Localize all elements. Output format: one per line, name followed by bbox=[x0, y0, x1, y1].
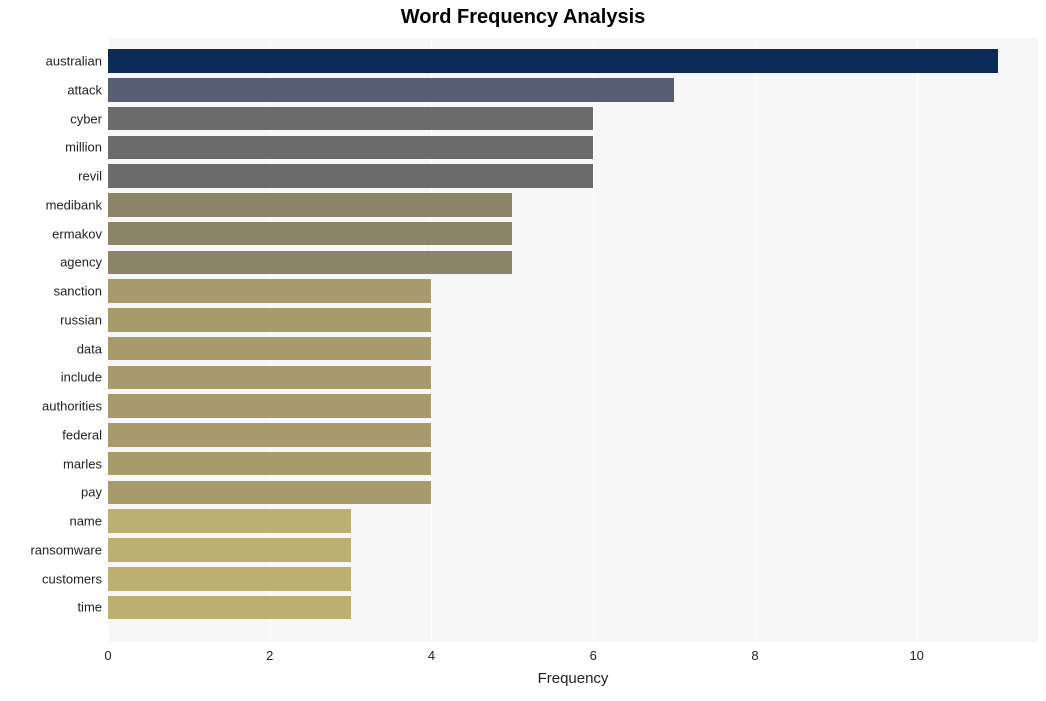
y-tick-label: ransomware bbox=[30, 542, 102, 557]
y-tick-label: data bbox=[77, 341, 102, 356]
bar bbox=[108, 481, 431, 505]
x-tick-label: 6 bbox=[590, 648, 597, 663]
bar bbox=[108, 394, 431, 418]
bar bbox=[108, 49, 998, 73]
y-tick-label: name bbox=[69, 514, 102, 529]
chart-container: Word Frequency Analysis Frequency 0 2 4 6 8 1… bbox=[0, 0, 1046, 701]
bar bbox=[108, 596, 351, 620]
y-tick-label: customers bbox=[42, 571, 102, 586]
y-tick-label: million bbox=[65, 140, 102, 155]
bar bbox=[108, 164, 593, 188]
y-tick-label: time bbox=[77, 600, 102, 615]
grid-line bbox=[593, 38, 594, 642]
y-tick-label: authorities bbox=[42, 399, 102, 414]
y-tick-label: include bbox=[61, 370, 102, 385]
y-tick-label: revil bbox=[78, 169, 102, 184]
bar bbox=[108, 423, 431, 447]
bar bbox=[108, 222, 512, 246]
y-tick-label: australian bbox=[46, 54, 102, 69]
bar bbox=[108, 136, 593, 160]
bar bbox=[108, 193, 512, 217]
x-tick-label: 4 bbox=[428, 648, 435, 663]
bar bbox=[108, 107, 593, 131]
bar bbox=[108, 538, 351, 562]
y-tick-label: agency bbox=[60, 255, 102, 270]
bar bbox=[108, 452, 431, 476]
bar bbox=[108, 251, 512, 275]
y-tick-label: medibank bbox=[46, 197, 102, 212]
bar bbox=[108, 509, 351, 533]
x-tick-label: 0 bbox=[104, 648, 111, 663]
y-tick-label: cyber bbox=[70, 111, 102, 126]
bar bbox=[108, 337, 431, 361]
y-tick-label: sanction bbox=[54, 284, 102, 299]
bar bbox=[108, 279, 431, 303]
x-tick-label: 8 bbox=[751, 648, 758, 663]
chart-title: Word Frequency Analysis bbox=[0, 6, 1046, 29]
y-tick-label: attack bbox=[67, 82, 102, 97]
grid-line bbox=[917, 38, 918, 642]
bar bbox=[108, 366, 431, 390]
y-tick-label: ermakov bbox=[52, 226, 102, 241]
grid-line bbox=[755, 38, 756, 642]
y-tick-label: russian bbox=[60, 312, 102, 327]
y-tick-label: pay bbox=[81, 485, 102, 500]
bar bbox=[108, 567, 351, 591]
y-tick-label: marles bbox=[63, 456, 102, 471]
x-tick-label: 10 bbox=[909, 648, 923, 663]
y-tick-label: federal bbox=[62, 427, 102, 442]
x-tick-label: 2 bbox=[266, 648, 273, 663]
bar bbox=[108, 78, 674, 102]
bar bbox=[108, 308, 431, 332]
plot-area bbox=[108, 38, 1038, 642]
x-axis-label: Frequency bbox=[108, 670, 1038, 687]
